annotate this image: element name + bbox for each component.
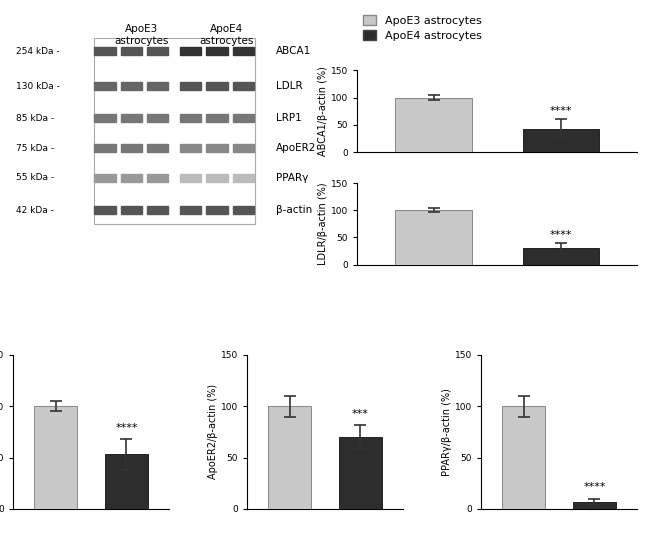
Bar bbox=[180, 114, 202, 122]
Bar bbox=[233, 82, 254, 90]
Text: ABCA1: ABCA1 bbox=[276, 46, 311, 56]
Bar bbox=[94, 48, 116, 55]
Bar bbox=[206, 48, 228, 55]
Text: 75 kDa -: 75 kDa - bbox=[16, 144, 55, 153]
Bar bbox=[121, 174, 142, 182]
Bar bbox=[34, 406, 77, 509]
Bar bbox=[94, 174, 116, 182]
Text: PPARγ: PPARγ bbox=[276, 173, 309, 183]
Bar bbox=[233, 114, 254, 122]
Bar bbox=[395, 210, 472, 264]
Bar bbox=[233, 48, 254, 55]
Bar bbox=[206, 144, 228, 152]
Text: ****: **** bbox=[583, 482, 606, 492]
Bar bbox=[94, 206, 116, 214]
Bar bbox=[180, 48, 202, 55]
Bar bbox=[573, 502, 616, 509]
Bar bbox=[94, 114, 116, 122]
Y-axis label: PPARγ/β-actin (%): PPARγ/β-actin (%) bbox=[442, 388, 452, 476]
Bar bbox=[180, 206, 202, 214]
Text: 254 kDa -: 254 kDa - bbox=[16, 47, 60, 56]
Bar bbox=[233, 144, 254, 152]
Bar bbox=[180, 82, 202, 90]
Text: 42 kDa -: 42 kDa - bbox=[16, 206, 54, 215]
Bar bbox=[105, 455, 148, 509]
Text: 55 kDa -: 55 kDa - bbox=[16, 173, 55, 182]
Bar bbox=[121, 48, 142, 55]
Text: ****: **** bbox=[115, 423, 138, 433]
Bar bbox=[147, 144, 168, 152]
Y-axis label: ABCA1/β-actin (%): ABCA1/β-actin (%) bbox=[318, 66, 328, 156]
Bar bbox=[206, 82, 228, 90]
Bar bbox=[147, 82, 168, 90]
Text: 85 kDa -: 85 kDa - bbox=[16, 114, 55, 123]
Bar bbox=[94, 144, 116, 152]
Bar bbox=[523, 248, 599, 264]
Bar bbox=[121, 144, 142, 152]
Text: ***: *** bbox=[352, 409, 369, 419]
Bar bbox=[121, 206, 142, 214]
Bar bbox=[121, 114, 142, 122]
Bar bbox=[395, 98, 472, 152]
Text: ****: **** bbox=[549, 106, 572, 116]
Bar bbox=[206, 206, 228, 214]
Bar bbox=[206, 174, 228, 182]
Bar bbox=[268, 406, 311, 509]
Bar bbox=[180, 174, 202, 182]
Bar bbox=[502, 406, 545, 509]
Text: LDLR: LDLR bbox=[276, 81, 303, 91]
Text: ApoE4
astrocytes: ApoE4 astrocytes bbox=[200, 24, 254, 46]
Text: LRP1: LRP1 bbox=[276, 113, 302, 123]
Bar bbox=[339, 437, 382, 509]
Bar bbox=[147, 48, 168, 55]
Text: β-actin: β-actin bbox=[276, 205, 313, 215]
Text: ApoER2: ApoER2 bbox=[276, 143, 317, 153]
Text: 130 kDa -: 130 kDa - bbox=[16, 81, 60, 91]
Bar bbox=[523, 129, 599, 152]
Bar bbox=[147, 206, 168, 214]
Legend: ApoE3 astrocytes, ApoE4 astrocytes: ApoE3 astrocytes, ApoE4 astrocytes bbox=[363, 15, 482, 41]
Y-axis label: ApoER2/β-actin (%): ApoER2/β-actin (%) bbox=[208, 384, 218, 479]
Bar bbox=[147, 114, 168, 122]
Bar bbox=[94, 82, 116, 90]
Text: ApoE3
astrocytes: ApoE3 astrocytes bbox=[114, 24, 168, 46]
Bar bbox=[94, 38, 255, 223]
Bar bbox=[233, 206, 254, 214]
Text: ****: **** bbox=[549, 229, 572, 239]
Bar bbox=[180, 144, 202, 152]
Bar bbox=[121, 82, 142, 90]
Bar bbox=[147, 174, 168, 182]
Bar bbox=[206, 114, 228, 122]
Bar bbox=[233, 174, 254, 182]
Y-axis label: LDLR/β-actin (%): LDLR/β-actin (%) bbox=[318, 182, 328, 265]
